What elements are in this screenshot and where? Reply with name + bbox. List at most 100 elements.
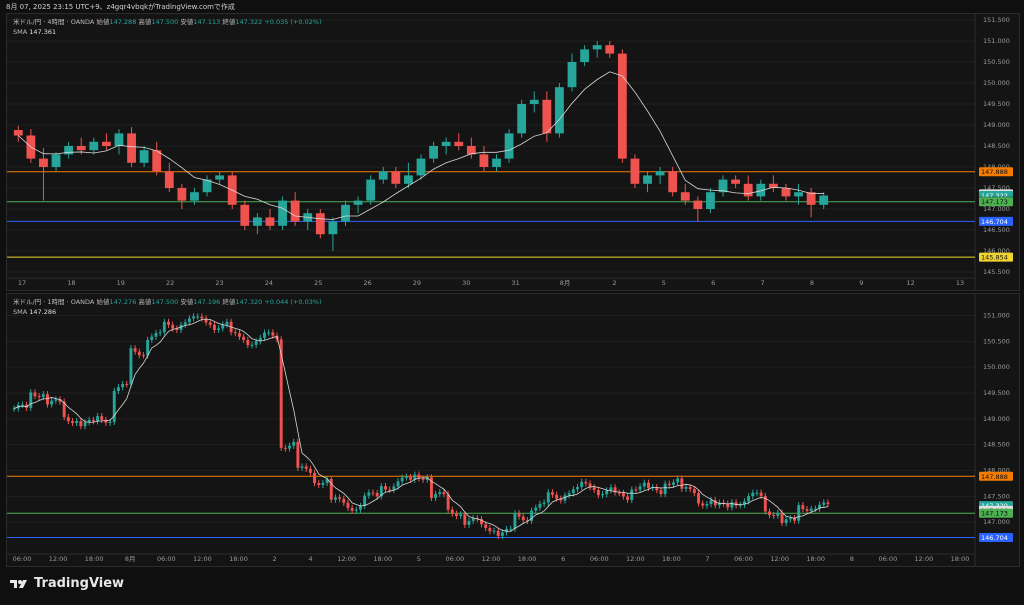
candle-body[interactable] xyxy=(308,468,312,473)
candle-body[interactable] xyxy=(283,447,287,449)
candle-body[interactable] xyxy=(706,192,715,209)
candle-body[interactable] xyxy=(701,503,705,506)
candle-body[interactable] xyxy=(567,493,571,496)
candle-body[interactable] xyxy=(818,504,822,509)
candle-body[interactable] xyxy=(246,339,250,346)
candle-body[interactable] xyxy=(54,399,58,401)
candle-body[interactable] xyxy=(722,502,726,504)
candle-body[interactable] xyxy=(655,487,659,491)
candle-body[interactable] xyxy=(425,477,429,480)
candle-body[interactable] xyxy=(87,419,91,423)
candle-body[interactable] xyxy=(663,483,667,495)
candle-body[interactable] xyxy=(328,221,338,235)
candle-body[interactable] xyxy=(146,339,150,356)
candle-body[interactable] xyxy=(659,490,663,495)
candle-body[interactable] xyxy=(129,348,133,385)
candle-body[interactable] xyxy=(709,500,713,505)
candle-body[interactable] xyxy=(101,141,111,146)
candle-body[interactable] xyxy=(404,175,413,184)
candle-body[interactable] xyxy=(797,505,801,521)
candle-body[interactable] xyxy=(192,316,196,319)
candle-body[interactable] xyxy=(258,337,262,342)
candle-body[interactable] xyxy=(697,493,700,504)
candle-body[interactable] xyxy=(237,333,241,337)
candle-body[interactable] xyxy=(350,507,354,511)
candle-body[interactable] xyxy=(492,530,496,532)
candle-body[interactable] xyxy=(596,490,600,496)
candlestick-chart-1h[interactable]: 151.000 150.500 150.000 149.500 149.000 148.5… xyxy=(7,294,1019,566)
candle-body[interactable] xyxy=(467,520,471,525)
candle-body[interactable] xyxy=(555,494,559,499)
candle-body[interactable] xyxy=(354,509,358,511)
candle-body[interactable] xyxy=(492,158,501,167)
candle-body[interactable] xyxy=(429,477,433,498)
candle-body[interactable] xyxy=(542,502,546,504)
candle-body[interactable] xyxy=(755,492,759,494)
candle-body[interactable] xyxy=(139,150,149,163)
candle-body[interactable] xyxy=(743,183,753,197)
candle-body[interactable] xyxy=(137,351,141,356)
candle-body[interactable] xyxy=(278,200,287,226)
candle-body[interactable] xyxy=(62,401,66,418)
candle-body[interactable] xyxy=(20,404,24,406)
candle-body[interactable] xyxy=(79,421,83,427)
candle-body[interactable] xyxy=(104,420,108,423)
candle-body[interactable] xyxy=(41,394,45,397)
candle-body[interactable] xyxy=(37,396,41,398)
candle-body[interactable] xyxy=(684,487,688,489)
candle-body[interactable] xyxy=(121,384,125,388)
candle-body[interactable] xyxy=(142,355,145,357)
candle-body[interactable] xyxy=(563,495,567,501)
chart-pane-1h[interactable]: 151.000 150.500 150.000 149.500 149.000 148.5… xyxy=(6,293,1020,567)
candle-body[interactable] xyxy=(794,192,803,197)
candle-body[interactable] xyxy=(634,489,638,491)
candle-body[interactable] xyxy=(265,217,275,226)
candle-body[interactable] xyxy=(471,518,475,521)
candle-body[interactable] xyxy=(463,514,467,525)
candle-body[interactable] xyxy=(780,512,784,524)
candle-body[interactable] xyxy=(296,441,300,468)
candle-body[interactable] xyxy=(202,179,212,193)
candle-body[interactable] xyxy=(66,417,70,422)
candle-body[interactable] xyxy=(819,195,829,205)
candle-body[interactable] xyxy=(580,481,584,488)
candle-body[interactable] xyxy=(530,510,534,521)
candle-body[interactable] xyxy=(359,505,362,510)
candle-body[interactable] xyxy=(46,394,49,405)
candle-body[interactable] xyxy=(288,445,291,449)
candle-body[interactable] xyxy=(759,492,763,496)
candle-body[interactable] xyxy=(500,532,504,536)
candle-body[interactable] xyxy=(772,515,776,517)
candle-body[interactable] xyxy=(822,502,826,505)
candle-body[interactable] xyxy=(183,322,187,325)
candle-body[interactable] xyxy=(529,99,539,104)
candle-body[interactable] xyxy=(646,482,650,488)
candle-body[interactable] xyxy=(292,441,296,446)
candle-body[interactable] xyxy=(89,141,99,151)
candle-body[interactable] xyxy=(479,154,489,167)
candle-body[interactable] xyxy=(672,482,675,485)
candle-body[interactable] xyxy=(826,502,830,505)
candle-body[interactable] xyxy=(263,332,266,338)
tradingview-logo[interactable]: TradingView xyxy=(10,576,124,591)
candle-body[interactable] xyxy=(162,321,166,333)
candle-body[interactable] xyxy=(127,133,136,163)
candle-body[interactable] xyxy=(187,318,191,323)
candle-body[interactable] xyxy=(152,150,162,172)
candle-body[interactable] xyxy=(409,476,413,480)
candle-body[interactable] xyxy=(313,472,317,484)
candle-body[interactable] xyxy=(271,332,275,336)
candle-body[interactable] xyxy=(756,183,766,197)
candle-body[interactable] xyxy=(626,496,630,500)
candle-body[interactable] xyxy=(58,399,62,402)
candle-body[interactable] xyxy=(450,509,454,514)
candle-body[interactable] xyxy=(571,489,575,494)
candle-body[interactable] xyxy=(576,487,579,490)
candle-body[interactable] xyxy=(167,321,170,325)
candle-body[interactable] xyxy=(580,49,590,62)
candle-body[interactable] xyxy=(784,519,788,524)
candle-body[interactable] xyxy=(688,487,692,490)
candle-body[interactable] xyxy=(371,492,375,494)
candle-body[interactable] xyxy=(108,421,112,423)
candle-body[interactable] xyxy=(164,171,174,188)
